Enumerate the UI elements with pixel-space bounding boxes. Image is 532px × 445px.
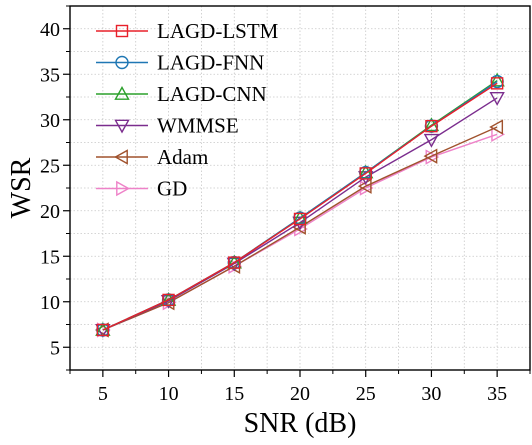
legend-marker xyxy=(115,24,129,38)
legend-marker xyxy=(114,86,130,100)
y-tick-label: 35 xyxy=(40,64,60,86)
axis-ticks: 5 10 15 20 25 30 35 5 10 15 20 25 30 35 40 xyxy=(40,5,531,405)
x-tick-label: 15 xyxy=(224,383,244,405)
y-tick-label: 20 xyxy=(40,201,60,223)
y-tick-label: 15 xyxy=(40,246,60,268)
legend-marker xyxy=(114,119,130,134)
y-tick-label: 5 xyxy=(50,337,60,359)
y-tick-label: 10 xyxy=(40,292,60,314)
legend-marker xyxy=(115,55,129,70)
y-tick-label: 30 xyxy=(40,110,60,132)
legend-entry: LAGD-FNN xyxy=(96,51,264,75)
data-point xyxy=(359,180,374,196)
data-point xyxy=(423,133,440,148)
legend-entry: LAGD-CNN xyxy=(96,82,267,106)
data-point xyxy=(490,77,504,90)
legend-label: WMMSE xyxy=(157,114,239,138)
data-point xyxy=(489,72,505,87)
legend-entry: Adam xyxy=(96,145,208,169)
legend-marker xyxy=(114,149,128,165)
series-lagd-lstm xyxy=(96,77,504,337)
data-point xyxy=(425,119,438,133)
x-tick-label: 10 xyxy=(159,383,179,405)
legend-label: LAGD-LSTM xyxy=(157,19,279,43)
x-tick-label: 25 xyxy=(356,383,376,405)
x-tick-label: 20 xyxy=(290,383,310,405)
legend-entry: GD xyxy=(96,177,187,201)
legend-entry: WMMSE xyxy=(96,114,239,138)
legend-label: LAGD-FNN xyxy=(157,51,264,75)
data-point xyxy=(489,92,505,106)
x-tick-label: 30 xyxy=(421,383,441,405)
y-tick-label: 40 xyxy=(40,19,60,41)
data-point xyxy=(96,323,110,337)
x-tick-label: 5 xyxy=(98,383,108,405)
data-point xyxy=(423,148,438,164)
y-axis-title: WSR xyxy=(6,157,37,218)
x-tick-label: 35 xyxy=(487,383,507,405)
series-group xyxy=(94,72,506,338)
data-point xyxy=(293,212,307,226)
x-axis-title: SNR (dB) xyxy=(244,408,357,439)
data-point xyxy=(228,256,241,269)
legend-marker xyxy=(116,180,130,197)
data-point xyxy=(162,293,175,307)
legend: LAGD-LSTM LAGD-FNN LAGD-CNN WMMSE Adam GD xyxy=(96,19,279,201)
series-line xyxy=(102,82,498,331)
data-point xyxy=(489,119,504,135)
legend-label: Adam xyxy=(157,145,208,169)
legend-label: GD xyxy=(157,177,187,201)
data-point xyxy=(294,221,308,237)
legend-label: LAGD-CNN xyxy=(157,82,267,106)
y-tick-label: 25 xyxy=(40,155,60,177)
legend-entry: LAGD-LSTM xyxy=(96,19,279,43)
data-point xyxy=(359,167,372,180)
series-line xyxy=(102,126,498,331)
